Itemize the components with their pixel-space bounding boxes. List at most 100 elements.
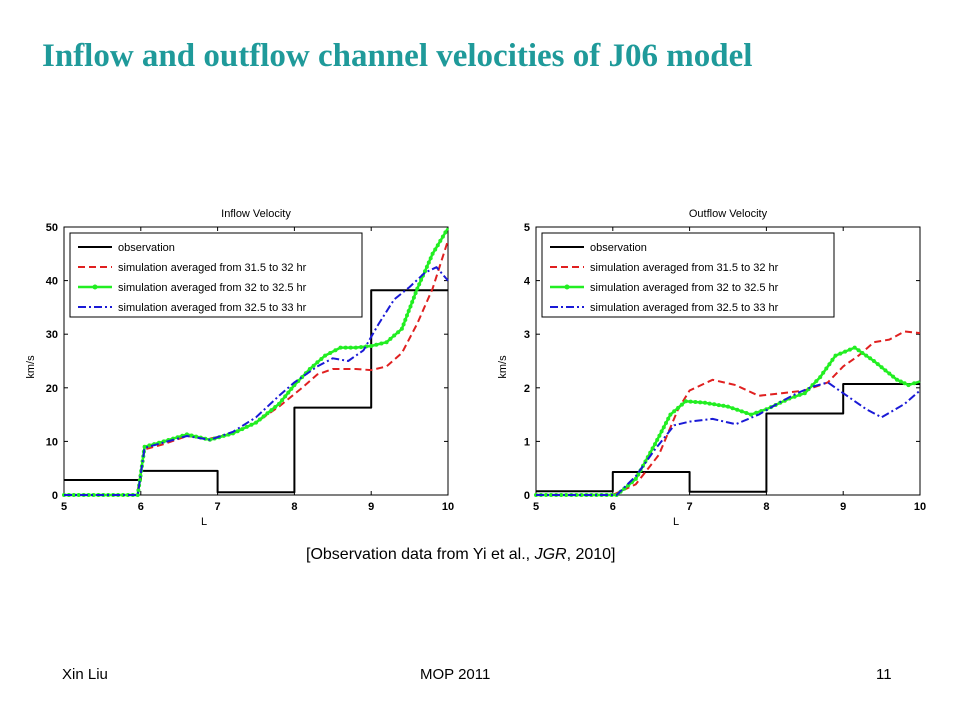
series-marker	[730, 406, 735, 411]
series-marker	[249, 422, 254, 427]
legend-box	[541, 232, 835, 318]
series-marker	[860, 351, 865, 355]
series-marker	[739, 409, 744, 414]
footer-event: MOP 2011	[420, 666, 491, 683]
slide-title: Inflow and outflow channel velocities of…	[42, 38, 753, 74]
series-marker	[379, 341, 384, 346]
series-marker	[254, 420, 258, 425]
series-line-0	[536, 383, 920, 493]
series-marker	[417, 282, 422, 287]
series-marker	[792, 394, 797, 399]
series-marker	[307, 367, 312, 371]
chart-title: Inflow Velocity	[221, 208, 291, 220]
x-axis-label: L	[673, 516, 679, 528]
x-tick-label: 9	[840, 501, 846, 513]
series-marker	[906, 383, 911, 388]
series-marker	[136, 488, 141, 493]
series-marker	[633, 476, 638, 481]
series-marker	[879, 365, 884, 370]
series-marker	[895, 377, 899, 382]
series-marker	[653, 442, 657, 447]
series-marker	[626, 483, 631, 488]
series-marker	[438, 238, 443, 243]
series-marker	[403, 317, 408, 322]
series-marker	[814, 379, 819, 384]
series-marker	[683, 399, 688, 404]
series-marker	[71, 493, 76, 497]
series-marker	[703, 400, 707, 405]
series-marker	[891, 374, 896, 379]
y-tick-label: 30	[46, 329, 58, 341]
series-marker	[887, 371, 892, 376]
series-marker	[664, 421, 668, 425]
y-tick-label: 4	[524, 276, 531, 288]
y-tick-label: 10	[46, 436, 58, 448]
series-marker	[856, 348, 861, 353]
series-marker	[135, 493, 140, 497]
series-marker	[657, 433, 662, 438]
series-marker	[679, 402, 684, 407]
y-tick-label: 0	[52, 490, 58, 502]
series-marker	[147, 443, 152, 448]
series-marker	[716, 403, 721, 408]
series-marker	[194, 434, 199, 439]
series-marker	[754, 410, 759, 415]
series-marker	[374, 342, 379, 347]
series-marker	[749, 412, 753, 417]
legend-entry-1: simulation averaged from 31.5 to 32 hr	[118, 262, 307, 274]
x-tick-label: 7	[687, 501, 693, 513]
series-marker	[406, 309, 411, 313]
series-marker	[666, 416, 671, 421]
series-marker	[650, 446, 655, 451]
series-marker	[277, 401, 281, 406]
series-marker	[797, 392, 802, 397]
series-marker	[707, 401, 712, 406]
series-marker	[838, 351, 843, 356]
series-marker	[676, 405, 681, 410]
series-marker	[399, 326, 404, 331]
y-tick-label: 40	[46, 276, 58, 288]
series-marker	[343, 345, 348, 350]
observation-source-caption: [Observation data from Yi et al., JGR, 2…	[306, 546, 616, 563]
series-marker	[411, 295, 416, 300]
series-marker	[244, 424, 249, 429]
y-axis-label: km/s	[497, 355, 509, 379]
chart-title: Outflow Velocity	[689, 208, 768, 220]
series-marker	[902, 381, 907, 386]
series-marker	[726, 404, 730, 409]
legend-entry-1: simulation averaged from 31.5 to 32 hr	[590, 262, 779, 274]
series-marker	[821, 370, 826, 375]
series-marker	[875, 362, 880, 367]
series-marker	[311, 363, 316, 368]
series-marker	[189, 433, 194, 438]
legend-entry-3: simulation averaged from 32.5 to 33 hr	[118, 302, 307, 314]
series-marker	[426, 260, 431, 265]
series-marker	[659, 429, 664, 434]
series-marker	[721, 403, 726, 408]
series-marker	[693, 400, 698, 404]
legend-box	[69, 232, 363, 318]
outflow-velocity-chart: Outflow Velocity 5 6 7 8 9 10 0 1 2 3 4 5 Lkm/s observ…	[497, 208, 926, 528]
series-marker	[424, 264, 429, 269]
series-marker	[235, 429, 240, 434]
series-marker	[369, 344, 374, 348]
series-marker	[261, 414, 266, 419]
series-marker	[428, 256, 433, 261]
legend-entry-0: observation	[590, 242, 647, 254]
series-marker	[852, 345, 857, 350]
legend-entry-3: simulation averaged from 32.5 to 33 hr	[590, 302, 779, 314]
series-marker	[435, 243, 440, 248]
y-tick-label: 3	[524, 329, 530, 341]
x-tick-label: 5	[61, 501, 67, 513]
series-marker	[688, 399, 693, 404]
series-marker	[824, 366, 829, 371]
legend-entry-0: observation	[118, 242, 175, 254]
series-marker	[338, 345, 343, 350]
series-marker	[333, 348, 338, 353]
series-marker	[392, 333, 397, 338]
series-marker	[912, 381, 917, 386]
series-marker	[319, 357, 324, 361]
series-marker	[818, 375, 823, 380]
series-marker	[401, 322, 406, 327]
series-marker	[283, 394, 288, 399]
